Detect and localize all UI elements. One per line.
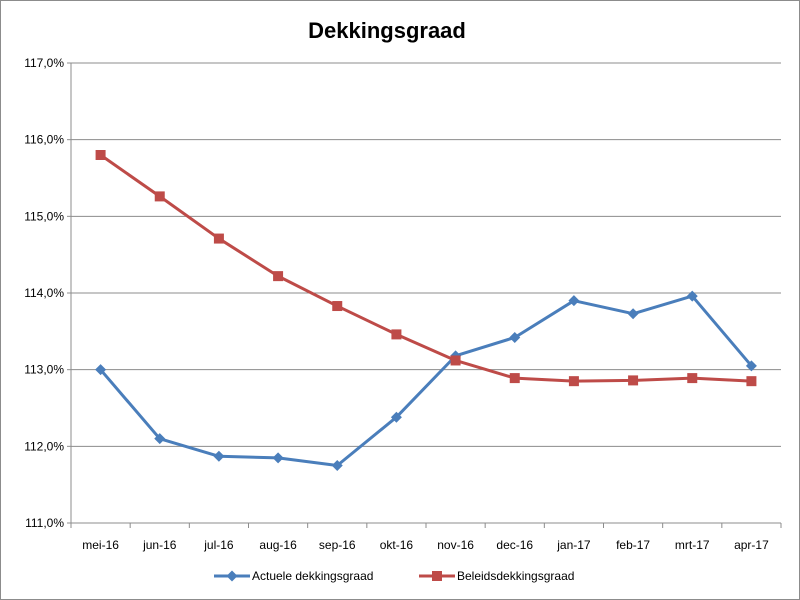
data-point — [568, 376, 579, 387]
data-point — [272, 452, 284, 464]
data-point — [213, 450, 225, 462]
data-point — [628, 375, 639, 386]
data-point — [154, 433, 166, 445]
series-line — [99, 153, 752, 383]
x-tick-label: apr-17 — [734, 538, 769, 552]
data-point — [509, 373, 520, 384]
data-point — [390, 411, 402, 423]
legend-swatch-marker — [432, 571, 442, 581]
x-tick-label: mrt-17 — [675, 538, 710, 552]
x-axis-ticks: mei-16 jun-16 jul-16 aug-16 sep-16 okt-16 nov-… — [70, 523, 782, 552]
data-point — [450, 355, 461, 366]
y-tick-label: 112,0% — [24, 439, 64, 453]
series-lines — [95, 150, 757, 471]
series-beleidsdekkingsgraad — [95, 150, 757, 387]
data-point — [745, 360, 757, 372]
data-point — [746, 376, 757, 387]
data-point — [627, 308, 639, 320]
x-tick-label: nov-16 — [437, 538, 474, 552]
y-axis-ticks: 111,0% 112,0% 113,0% 114,0% 115,0% 116,0% 117,… — [24, 56, 64, 530]
x-tick-label: jun-16 — [142, 538, 177, 552]
y-tick-label: 115,0% — [24, 209, 64, 223]
x-tick-label: dec-16 — [496, 538, 533, 552]
y-tick-label: 116,0% — [24, 133, 64, 147]
x-tick-label: sep-16 — [319, 538, 356, 552]
legend-label: Beleidsdekkingsgraad — [457, 569, 574, 583]
x-tick-label: mei-16 — [82, 538, 119, 552]
chart-title: Dekkingsgraad — [308, 18, 466, 43]
data-point — [95, 364, 107, 376]
x-tick-label: okt-16 — [380, 538, 414, 552]
legend-item: Beleidsdekkingsgraad — [419, 569, 574, 583]
legend-label: Actuele dekkingsgraad — [252, 569, 373, 583]
data-point — [509, 331, 521, 343]
y-tick-label: 113,0% — [24, 363, 64, 377]
gridlines — [67, 62, 781, 524]
legend-swatch-marker — [226, 570, 238, 582]
x-tick-label: jul-16 — [203, 538, 234, 552]
data-point — [568, 295, 580, 307]
data-point — [273, 271, 284, 282]
data-point — [686, 290, 698, 302]
data-point — [213, 233, 224, 244]
y-tick-label: 114,0% — [24, 286, 64, 300]
y-tick-label: 111,0% — [25, 516, 64, 530]
series-actuele-dekkingsgraad — [95, 290, 757, 471]
series-line — [99, 294, 753, 467]
data-point — [95, 150, 106, 160]
data-point — [391, 329, 402, 340]
data-point — [687, 373, 698, 384]
data-point — [331, 460, 343, 471]
y-tick-label: 117,0% — [24, 56, 64, 70]
data-point — [332, 301, 343, 312]
legend: Actuele dekkingsgraad Beleidsdekkingsgraa… — [214, 569, 574, 583]
legend-item: Actuele dekkingsgraad — [214, 569, 373, 583]
x-tick-label: aug-16 — [259, 538, 297, 552]
x-tick-label: feb-17 — [616, 538, 650, 552]
x-tick-label: jan-17 — [556, 538, 591, 552]
data-point — [154, 191, 165, 202]
